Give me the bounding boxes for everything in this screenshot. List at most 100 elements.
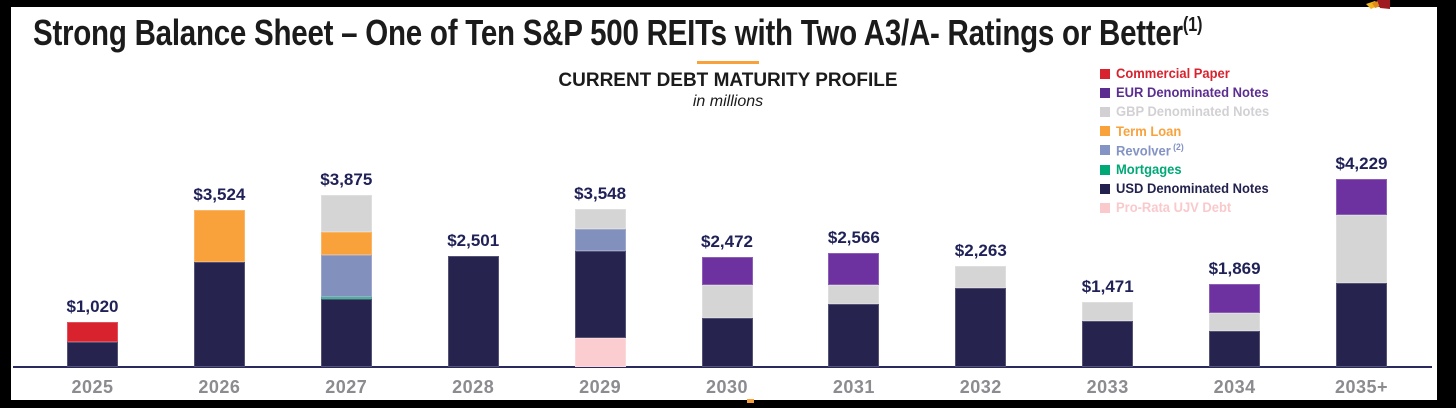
legend-item-commercial-paper: Commercial Paper: [1100, 64, 1276, 83]
bar-segment-gbp-denominated-notes: [828, 285, 880, 304]
bar-value-label: $1,020: [66, 296, 119, 316]
bar-2026: [193, 210, 245, 367]
x-axis-tick-label: 2031: [832, 377, 875, 397]
legend-label: Pro-Rata UJV Debt: [1116, 200, 1232, 216]
x-axis-tick-label: 2026: [198, 377, 241, 397]
chart-subtitle: in millions: [692, 93, 764, 110]
bar-value-label: $4,229: [1335, 154, 1388, 174]
bar-value-label: $3,875: [320, 169, 373, 189]
legend-label: Revolver (2): [1116, 142, 1184, 159]
bar-segment-term-loan: [320, 232, 372, 256]
bar-segment-eur-denominated-notes: [701, 257, 753, 286]
bar-segment-usd-denominated-notes: [955, 287, 1007, 367]
bar-value-label: $2,263: [954, 241, 1007, 261]
bar-value-label: $3,548: [574, 184, 627, 204]
legend-label: EUR Denominated Notes: [1116, 85, 1269, 101]
legend-label: Term Loan: [1116, 123, 1182, 139]
bar-2025: [67, 321, 118, 367]
legend-item-revolver: Revolver (2): [1100, 141, 1276, 160]
legend-item-gbp-denominated-notes: GBP Denominated Notes: [1100, 102, 1276, 121]
legend-swatch-icon: [1100, 106, 1110, 117]
bar-2029: [574, 209, 626, 367]
bar-segment-eur-denominated-notes: [828, 252, 880, 286]
x-axis-tick-label: 2029: [579, 377, 622, 397]
bar-2028: [447, 255, 499, 367]
legend-item-usd-denominated-notes: USD Denominated Notes: [1100, 179, 1276, 198]
bar-segment-mortgages: [320, 297, 372, 300]
bar-segment-commercial-paper: [67, 321, 118, 343]
bar-2033: [1082, 301, 1134, 367]
bar-2030: [701, 257, 753, 367]
bar-segment-usd-denominated-notes: [67, 342, 118, 367]
bar-segment-pro-rata-ujv-debt: [574, 338, 626, 367]
x-axis-tick-label: 2028: [452, 377, 495, 397]
bar-2035: [1336, 179, 1387, 367]
x-axis-tick-label: 2033: [1086, 377, 1129, 397]
bar-segment-term-loan: [193, 210, 245, 262]
legend-label-footnote: (2): [1170, 142, 1184, 153]
bar-segment-gbp-denominated-notes: [701, 285, 753, 318]
x-axis-tick-label: 2032: [959, 377, 1002, 397]
bar-value-label: $1,471: [1081, 276, 1134, 296]
bar-segment-usd-denominated-notes: [1336, 282, 1387, 367]
bar-segment-usd-denominated-notes: [574, 251, 626, 339]
bar-segment-revolver: [574, 229, 626, 252]
legend-swatch-icon: [1100, 68, 1110, 79]
legend-label: USD Denominated Notes: [1116, 181, 1269, 197]
bar-segment-gbp-denominated-notes: [574, 209, 626, 230]
bar-2027: [320, 194, 372, 367]
page-title-footnote: (1): [1182, 14, 1203, 36]
bottom-accent-tick: [747, 399, 754, 403]
legend-swatch-icon: [1100, 145, 1110, 156]
legend-item-term-loan: Term Loan: [1100, 122, 1276, 141]
slide-content-area: Strong Balance Sheet – One of Ten S&P 50…: [11, 7, 1437, 400]
page-title: Strong Balance Sheet – One of Ten S&P 50…: [33, 12, 1202, 54]
bar-value-label: $3,524: [193, 185, 246, 205]
plot-area: $1,020 2025 $3,524 2026 $3,875 2027 $2,501 2028…: [11, 7, 1437, 400]
x-axis-tick-label: 2034: [1213, 377, 1256, 397]
bar-2031: [828, 252, 880, 367]
legend-item-pro-rata-ujv-debt: Pro-Rata UJV Debt: [1100, 198, 1276, 217]
legend-item-mortgages: Mortgages: [1100, 160, 1276, 179]
x-axis-tick-label: 2027: [325, 377, 368, 397]
x-axis-tick-label: 2030: [705, 377, 749, 397]
bar-segment-usd-denominated-notes: [1209, 331, 1261, 367]
logo-fragment-icon: [1366, 0, 1390, 9]
bar-segment-revolver: [320, 255, 372, 298]
chart-legend: Commercial Paper EUR Denominated Notes GBP…: [1100, 64, 1276, 218]
legend-swatch-icon: [1100, 126, 1110, 137]
bar-2034: [1209, 283, 1261, 367]
bar-segment-eur-denominated-notes: [1209, 283, 1261, 313]
bar-segment-gbp-denominated-notes: [320, 194, 372, 233]
bar-2032: [955, 266, 1007, 367]
legend-item-eur-denominated-notes: EUR Denominated Notes: [1100, 83, 1276, 102]
bar-value-label: $2,472: [701, 232, 753, 252]
bar-value-label: $2,566: [827, 227, 880, 247]
bar-value-label: $2,501: [447, 230, 500, 250]
bar-segment-usd-denominated-notes: [1082, 321, 1134, 367]
x-axis-tick-label: 2035+: [1334, 377, 1389, 397]
legend-label: Commercial Paper: [1116, 66, 1230, 82]
legend-swatch-icon: [1100, 202, 1110, 213]
bar-segment-gbp-denominated-notes: [955, 266, 1007, 288]
bar-segment-usd-denominated-notes: [320, 299, 372, 367]
bar-segment-gbp-denominated-notes: [1082, 301, 1134, 322]
legend-label: GBP Denominated Notes: [1116, 104, 1270, 120]
x-axis-tick-label: 2025: [71, 377, 114, 397]
legend-swatch-icon: [1100, 164, 1110, 175]
legend-swatch-icon: [1100, 183, 1110, 194]
bar-value-label: $1,869: [1208, 258, 1261, 278]
legend-label: Mortgages: [1116, 162, 1182, 178]
bar-segment-gbp-denominated-notes: [1336, 214, 1387, 283]
page-title-text: Strong Balance Sheet – One of Ten S&P 50…: [33, 12, 1183, 53]
bar-segment-usd-denominated-notes: [828, 303, 880, 367]
bar-segment-usd-denominated-notes: [193, 261, 245, 367]
x-axis-line: [13, 366, 1432, 368]
bar-segment-eur-denominated-notes: [1336, 179, 1387, 215]
chart-title-accent-rule: [697, 61, 759, 64]
chart-title: CURRENT DEBT MATURITY PROFILE: [558, 70, 898, 91]
legend-swatch-icon: [1100, 87, 1110, 98]
bar-segment-usd-denominated-notes: [701, 317, 753, 367]
bar-segment-gbp-denominated-notes: [1209, 312, 1261, 332]
